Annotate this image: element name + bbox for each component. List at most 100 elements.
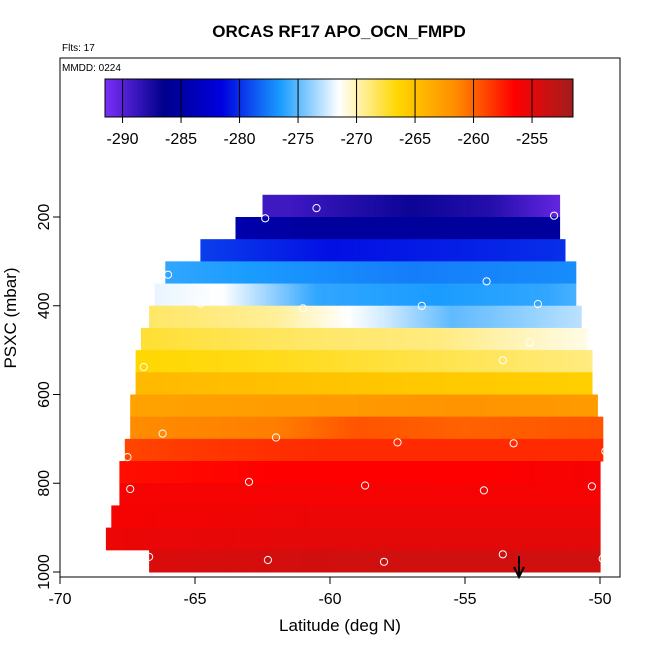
heatmap-cell	[519, 305, 523, 329]
heatmap-cell	[546, 527, 550, 551]
heatmap-cell	[138, 483, 142, 506]
heatmap-cell	[529, 505, 534, 529]
heatmap-cell	[416, 239, 420, 262]
heatmap-cell	[564, 416, 569, 440]
heatmap-cell	[235, 416, 239, 440]
heatmap-cell	[251, 327, 255, 351]
heatmap-cell	[311, 217, 315, 240]
heatmap-cell	[246, 527, 250, 551]
heatmap-cell	[397, 239, 401, 262]
heatmap-cell	[273, 549, 277, 573]
heatmap-cell	[278, 194, 282, 218]
heatmap-cell	[173, 283, 177, 307]
heatmap-cell	[373, 394, 377, 418]
heatmap-cell	[286, 549, 291, 573]
heatmap-cell	[578, 483, 582, 506]
heatmap-cell	[564, 305, 569, 329]
heatmap-cell	[589, 483, 593, 506]
heatmap-cell	[278, 350, 282, 373]
heatmap-cell	[276, 483, 280, 506]
heatmap-cell	[195, 283, 199, 307]
heatmap-cell	[543, 327, 547, 351]
down-arrow-icon	[513, 556, 525, 580]
heatmap-cell	[238, 217, 242, 240]
heatmap-cell	[213, 261, 218, 285]
heatmap-cell	[149, 305, 153, 329]
heatmap-cell	[335, 416, 339, 440]
heatmap-cell	[211, 261, 215, 285]
heatmap-cell	[389, 372, 393, 395]
heatmap-cell	[351, 283, 355, 307]
heatmap-cell	[556, 217, 561, 240]
heatmap-cell	[262, 483, 266, 506]
heatmap-cell	[486, 372, 490, 395]
heatmap-cell	[502, 261, 507, 285]
heatmap-cell	[551, 372, 555, 395]
heatmap-cell	[394, 438, 399, 462]
heatmap-cell	[500, 327, 504, 351]
heatmap-cell	[265, 283, 269, 307]
heatmap-cell	[475, 194, 480, 218]
heatmap-cell	[384, 261, 388, 285]
heatmap-cell	[427, 505, 431, 529]
heatmap-cell	[338, 350, 342, 373]
heatmap-cell	[532, 327, 536, 351]
heatmap-cell	[340, 461, 345, 484]
heatmap-cell	[230, 505, 234, 529]
heatmap-cell	[440, 394, 444, 418]
heatmap-cell	[492, 549, 496, 573]
heatmap-cell	[316, 261, 320, 285]
heatmap-cell	[532, 283, 536, 307]
heatmap-cell	[181, 305, 185, 329]
heatmap-cell	[575, 505, 579, 529]
heatmap-cell	[397, 483, 401, 506]
heatmap-cell	[192, 438, 196, 462]
heatmap-cell	[532, 505, 536, 529]
heatmap-cell	[189, 416, 193, 440]
heatmap-cell	[208, 350, 212, 373]
heatmap-cell	[165, 394, 169, 418]
heatmap-cell	[205, 505, 210, 529]
heatmap-cell	[540, 438, 544, 462]
heatmap-cell	[451, 350, 455, 373]
heatmap-cell	[132, 527, 137, 551]
heatmap-cell	[529, 549, 534, 573]
heatmap-cell	[259, 416, 264, 440]
heatmap-cell	[332, 350, 336, 373]
heatmap-cell	[227, 261, 231, 285]
heatmap-cell	[305, 549, 309, 573]
heatmap-cell	[124, 438, 129, 462]
heatmap-cell	[486, 505, 490, 529]
heatmap-cell	[238, 461, 242, 484]
heatmap-cell	[305, 505, 309, 529]
heatmap-cell	[400, 261, 404, 285]
heatmap-cell	[402, 461, 407, 484]
heatmap-cell	[208, 505, 212, 529]
heatmap-cell	[111, 505, 115, 529]
heatmap-cell	[424, 305, 428, 329]
heatmap-cell	[440, 416, 444, 440]
heatmap-cell	[510, 283, 515, 307]
heatmap-cell	[108, 527, 112, 551]
heatmap-cell	[427, 217, 431, 240]
heatmap-cell	[529, 416, 534, 440]
heatmap-cell	[411, 549, 415, 573]
heatmap-cell	[289, 527, 293, 551]
heatmap-cell	[249, 305, 253, 329]
heatmap-cell	[505, 327, 509, 351]
heatmap-cell	[216, 283, 220, 307]
heatmap-cell	[497, 305, 501, 329]
heatmap-cell	[354, 394, 358, 418]
heatmap-cell	[478, 527, 482, 551]
heatmap-cell	[254, 505, 258, 529]
heatmap-cell	[540, 217, 544, 240]
heatmap-cell	[543, 350, 547, 373]
heatmap-cell	[451, 217, 455, 240]
heatmap-cell	[381, 505, 385, 529]
heatmap-cell	[124, 527, 129, 551]
heatmap-cell	[362, 483, 366, 506]
heatmap-cell	[540, 549, 544, 573]
heatmap-cell	[559, 527, 563, 551]
heatmap-cell	[365, 239, 369, 262]
heatmap-cell	[346, 327, 350, 351]
